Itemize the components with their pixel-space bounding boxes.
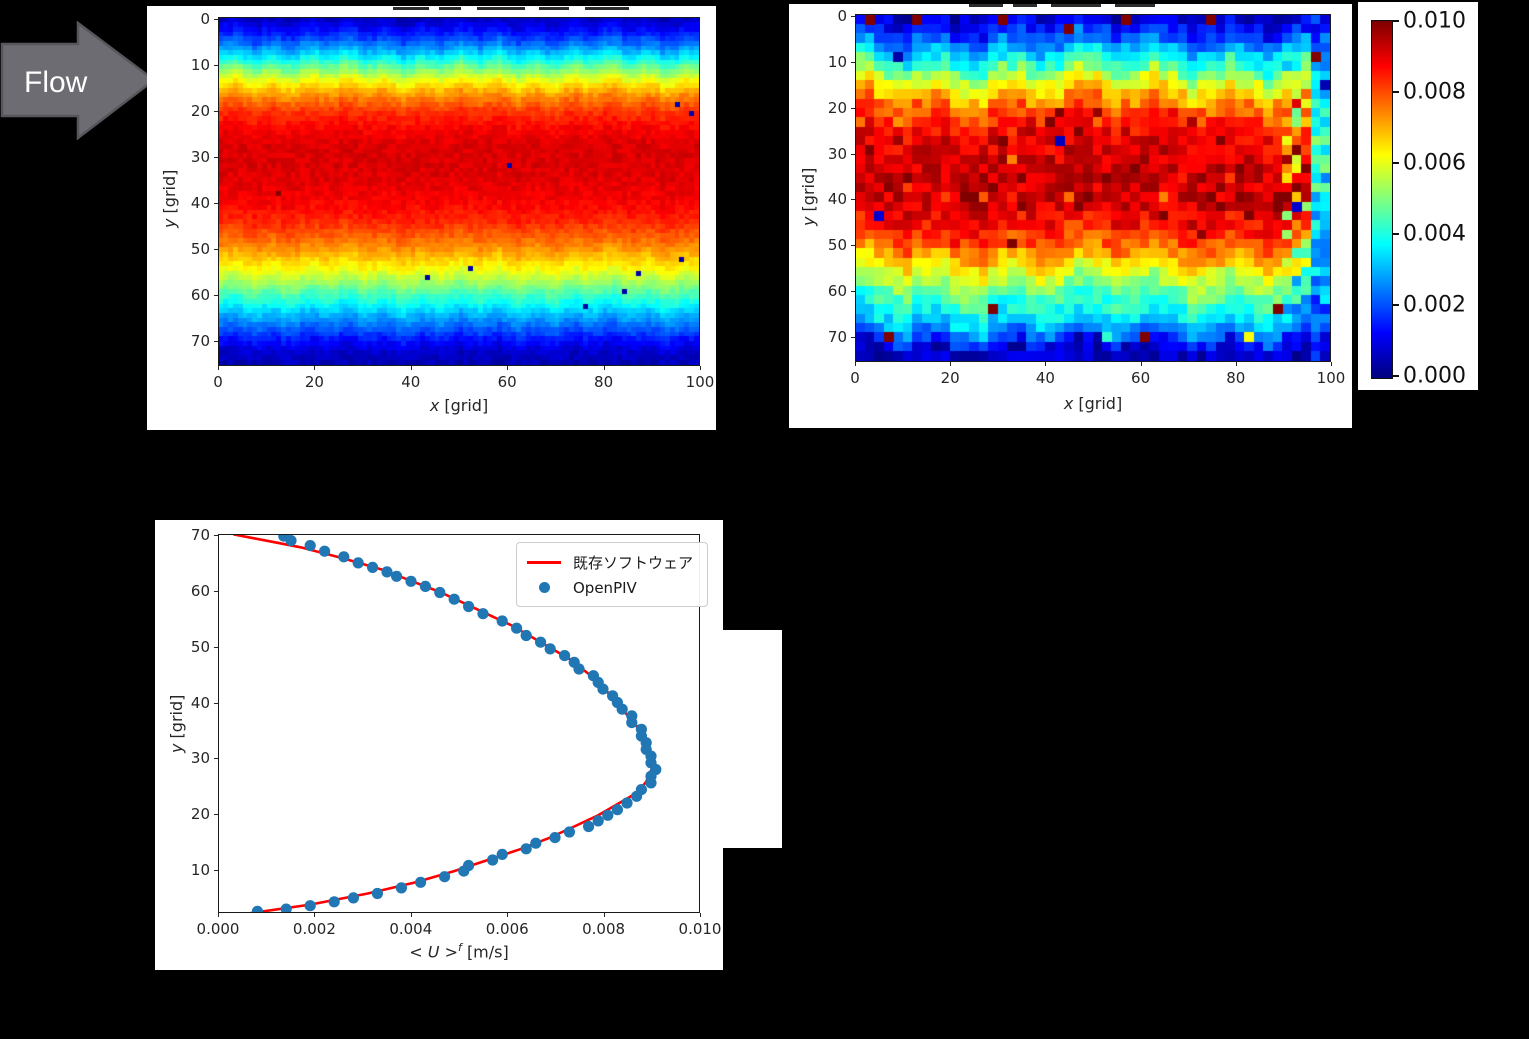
openpiv-data-point	[415, 876, 427, 888]
openpiv-data-point	[559, 650, 571, 662]
openpiv-data-point	[530, 837, 542, 849]
profile-chart	[233, 535, 662, 912]
openpiv-data-point	[544, 643, 556, 655]
openpiv-data-point	[448, 593, 460, 605]
flow-arrow-label: Flow	[24, 66, 88, 99]
legend: 既存ソフトウェア OpenPIV	[516, 542, 708, 607]
legend-item-scatter: OpenPIV	[527, 575, 695, 600]
openpiv-data-point	[328, 896, 340, 908]
openpiv-data-point	[439, 871, 451, 883]
openpiv-data-point	[319, 545, 331, 557]
openpiv-data-point	[520, 629, 532, 642]
openpiv-data-point	[434, 586, 446, 599]
openpiv-data-point	[395, 882, 407, 894]
openpiv-data-point	[463, 600, 475, 613]
heatmap-panel-right: x [grid] y [grid] 0 20 40 60 80 100 0 10 20 30 40 5…	[789, 4, 1352, 428]
openpiv-data-point	[487, 854, 499, 866]
openpiv-data-point	[631, 790, 643, 802]
openpiv-data-point	[251, 905, 263, 912]
openpiv-data-point	[597, 683, 609, 695]
heatmap-panel-left: x [grid] y [grid] 0 20 40 60 80 100 0 10 20 30 40 5…	[147, 6, 716, 430]
openpiv-data-point	[347, 892, 359, 904]
openpiv-data-point	[280, 903, 292, 912]
openpiv-data-point	[304, 540, 316, 552]
heatmap-right-xlabel: x [grid]	[1063, 394, 1123, 413]
clipped-title-fragment	[1115, 4, 1155, 7]
clipped-title-fragment	[585, 7, 629, 10]
openpiv-data-point	[573, 663, 585, 675]
clipped-title-fragment	[1051, 4, 1101, 7]
flow-arrow-shape	[0, 20, 157, 141]
colorbar-panel: 0.010 0.008 0.006 0.004 0.002 0.000	[1358, 2, 1478, 390]
clipped-title-fragment	[969, 4, 1003, 7]
openpiv-data-point	[520, 843, 532, 855]
openpiv-data-point	[352, 557, 364, 569]
openpiv-data-point	[338, 551, 350, 563]
profile-plot-panel: 既存ソフトウェア OpenPIV < U >f [m/s] y [grid] 0…	[155, 520, 723, 970]
openpiv-data-point	[583, 820, 595, 833]
legend-line-label: 既存ソフトウェア	[573, 554, 694, 572]
openpiv-data-point	[304, 900, 316, 912]
openpiv-data-point	[371, 887, 383, 900]
openpiv-data-point	[535, 636, 547, 648]
flow-arrow: Flow	[0, 20, 157, 141]
clipped-title-fragment	[539, 7, 569, 10]
clipped-title-fragment	[1013, 4, 1037, 7]
openpiv-data-point	[496, 615, 508, 627]
openpiv-data-point	[602, 809, 614, 821]
openpiv-data-point	[496, 848, 508, 860]
openpiv-data-point	[405, 575, 417, 587]
openpiv-data-point	[391, 570, 403, 582]
profile-xlabel: < U >f [m/s]	[409, 941, 509, 962]
white-box	[722, 630, 782, 848]
heatmap-left-plot-area	[218, 17, 700, 366]
openpiv-data-point	[621, 797, 633, 809]
openpiv-data-point	[645, 777, 657, 789]
openpiv-data-point	[626, 717, 638, 729]
heatmap-right-plot-area	[855, 14, 1331, 362]
heatmap-right-image	[856, 15, 1330, 361]
openpiv-data-point	[367, 561, 379, 573]
legend-line-sample	[527, 561, 561, 564]
colorbar-gradient	[1371, 20, 1393, 379]
legend-dot-sample	[527, 582, 561, 593]
openpiv-data-point	[563, 826, 575, 838]
openpiv-data-point	[616, 703, 628, 715]
clipped-title-fragment	[477, 7, 525, 10]
heatmap-left-image	[219, 18, 699, 365]
openpiv-data-point	[511, 622, 523, 634]
openpiv-data-point	[381, 566, 393, 578]
openpiv-data-point	[549, 832, 561, 844]
openpiv-data-point	[458, 865, 470, 877]
openpiv-data-point	[285, 535, 297, 547]
heatmap-left-xlabel: x [grid]	[429, 396, 489, 415]
legend-item-line: 既存ソフトウェア	[527, 550, 695, 575]
clipped-title-fragment	[439, 7, 461, 10]
legend-scatter-label: OpenPIV	[573, 578, 637, 597]
openpiv-data-point	[592, 815, 604, 827]
openpiv-data-point	[477, 608, 489, 620]
openpiv-data-point	[611, 804, 623, 816]
clipped-title-fragment	[393, 7, 429, 10]
openpiv-data-point	[419, 580, 431, 592]
